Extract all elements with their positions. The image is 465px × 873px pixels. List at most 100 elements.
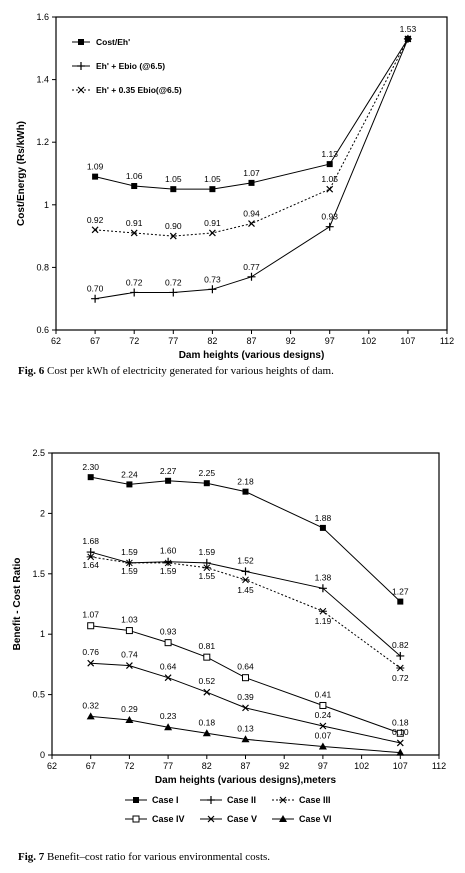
data-label: 2.24 [121, 469, 138, 479]
data-point [130, 288, 139, 297]
data-label: 0.64 [237, 662, 254, 672]
data-label: 1.27 [392, 587, 409, 597]
data-label: 1.09 [87, 162, 104, 172]
legend-label: Case II [227, 795, 256, 805]
data-label: 1.60 [160, 546, 177, 556]
data-label: 1.45 [237, 585, 254, 595]
data-point [125, 715, 134, 723]
data-point [326, 185, 334, 193]
data-point [242, 704, 249, 712]
data-label: 1.06 [126, 171, 143, 181]
data-label: 1.59 [121, 566, 138, 576]
figure-7-caption-label: Fig. 7 [18, 851, 45, 863]
data-point [164, 639, 172, 647]
data-point [203, 480, 210, 487]
data-label: 0.81 [199, 641, 216, 651]
legend-marker [77, 86, 85, 94]
data-point [397, 598, 404, 605]
data-point [169, 232, 177, 240]
x-tick-label: 62 [47, 761, 57, 771]
data-point [242, 674, 249, 682]
y-tick-label: 2 [40, 508, 45, 518]
y-tick-label: 1.6 [36, 12, 49, 22]
data-point [165, 477, 172, 484]
x-tick-label: 97 [318, 761, 328, 771]
legend-marker [77, 62, 85, 70]
legend: Cost/Eh' Eh' + Ebio (@6.5) Eh' + 0.35 Ebio… [72, 37, 182, 95]
data-point [164, 559, 173, 567]
x-tick-label: 87 [246, 336, 256, 346]
figure-6-chart: 62 67 72 77 82 87 92 97 102 107 112 0.6 0.8 1 1.2 1.4 1.… [16, 12, 454, 360]
data-point [326, 161, 333, 168]
x-tick-label: 82 [202, 761, 212, 771]
data-point [241, 576, 250, 584]
data-label: 1.64 [82, 560, 99, 570]
data-point [208, 229, 216, 237]
data-label: 1.59 [121, 547, 138, 557]
data-label: 0.13 [237, 723, 254, 733]
data-label: 0.74 [121, 650, 138, 660]
legend-item: Case I [125, 795, 179, 805]
data-point [319, 524, 326, 531]
legend: Case I Case II Case III Case IV Case V Case V… [125, 795, 332, 824]
data-label: 1.03 [121, 615, 138, 625]
legend-item: Eh' + 0.35 Ebio(@6.5) [72, 85, 182, 95]
series-3: 1.64 1.59 1.59 1.55 1.45 1.19 0.72 [82, 553, 409, 683]
y-tick-label: 0.8 [36, 262, 49, 272]
data-label: 0.73 [204, 274, 221, 284]
data-label: 0.70 [87, 284, 104, 294]
x-tick-label: 67 [90, 336, 100, 346]
legend-item: Case II [200, 795, 256, 805]
data-label: 0.72 [126, 277, 143, 287]
x-tick-label: 72 [129, 336, 139, 346]
figure-7-chart: 62 67 72 77 82 87 92 97 102 107 11200.511.522.5Dam… [12, 448, 446, 824]
data-label: 1.05 [165, 174, 182, 184]
data-label: 0.91 [204, 218, 221, 228]
data-label: 0.77 [243, 262, 260, 272]
data-label: 1.59 [199, 547, 216, 557]
data-point [318, 607, 327, 615]
data-label: 0.23 [160, 711, 177, 721]
x-tick-label: 62 [51, 336, 61, 346]
data-point [203, 653, 211, 661]
series-1: 2.30 2.24 2.27 2.25 2.18 1.88 1.27 [82, 462, 409, 605]
data-point [248, 220, 255, 228]
data-label: 0.24 [315, 710, 332, 720]
data-point [202, 564, 211, 572]
data-point [202, 729, 211, 737]
data-label: 0.82 [392, 640, 409, 650]
data-point [319, 701, 327, 709]
data-point [125, 559, 134, 567]
legend-label: Eh' + Ebio (@6.5) [96, 61, 165, 71]
data-point [164, 557, 173, 566]
data-label: 1.68 [82, 536, 99, 546]
data-point [242, 488, 249, 495]
series-line [90, 715, 401, 754]
data-point [318, 742, 327, 750]
data-point [91, 294, 100, 303]
data-point [209, 186, 216, 193]
data-label: 0.76 [82, 647, 99, 657]
legend-marker [207, 815, 215, 823]
data-point [87, 474, 94, 481]
y-tick-label: 1 [44, 200, 49, 210]
series-2: 0.70 0.72 0.72 0.73 0.77 0.93 [87, 34, 412, 303]
legend-label: Eh' + 0.35 Ebio(@6.5) [96, 85, 182, 95]
data-point [86, 712, 95, 720]
legend-item: Cost/Eh' [72, 37, 130, 47]
data-point [87, 659, 95, 667]
data-label: 1.05 [204, 174, 221, 184]
data-label: 1.53 [400, 24, 417, 34]
data-point [125, 662, 133, 670]
data-label: 0.64 [160, 662, 177, 672]
data-label: 1.52 [237, 555, 254, 565]
legend-item: Case III [272, 795, 331, 805]
figure-7-caption-text: Benefit–cost ratio for various environme… [47, 851, 271, 863]
figure-6-caption: Fig. 6 Cost per kWh of electricity gener… [18, 365, 334, 377]
figure-6-caption-label: Fig. 6 [18, 365, 45, 377]
data-point [164, 723, 173, 731]
legend-label: Case I [152, 795, 179, 805]
data-label: 0.93 [160, 627, 177, 637]
data-label: 0.91 [126, 218, 143, 228]
y-axis-label: Benefit - Cost Ratio [12, 558, 23, 651]
